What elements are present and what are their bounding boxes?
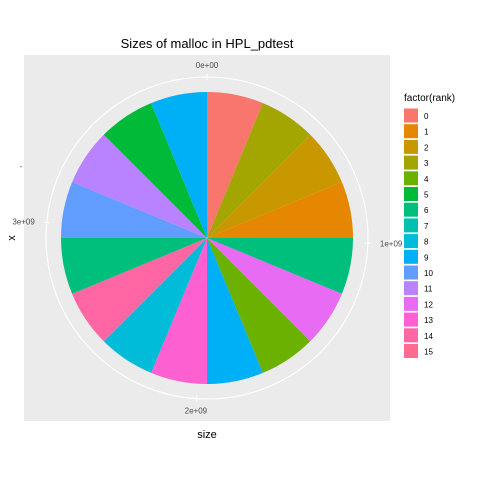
pie-slice bbox=[72, 238, 207, 342]
legend-label: 6 bbox=[424, 206, 429, 215]
angular-tick-label: 2e+09 bbox=[185, 407, 208, 416]
angular-tick-labels: 0e+00 1e+09 2e+09 3e+09 bbox=[12, 61, 403, 416]
legend-label: 5 bbox=[424, 191, 429, 200]
legend-key bbox=[404, 281, 418, 296]
legend-label: 0 bbox=[424, 112, 429, 121]
pie-slice bbox=[103, 238, 207, 373]
legend-key bbox=[404, 171, 418, 186]
y-axis-title: x bbox=[6, 235, 18, 241]
legend-label: 4 bbox=[424, 175, 429, 184]
legend-label: 7 bbox=[424, 222, 429, 231]
chart-title: Sizes of malloc in HPL_pdtest bbox=[121, 36, 294, 51]
pie-slice bbox=[207, 238, 311, 373]
pie-slice bbox=[207, 238, 342, 342]
angular-tick-label: 1e+09 bbox=[380, 240, 403, 249]
legend-key bbox=[404, 139, 418, 154]
legend-key bbox=[404, 249, 418, 264]
pie-slice bbox=[151, 91, 207, 238]
pie-slice bbox=[207, 182, 353, 238]
x-axis-title: size bbox=[197, 429, 217, 441]
legend-key bbox=[404, 124, 418, 139]
legend-key bbox=[404, 265, 418, 280]
pie-slice bbox=[207, 134, 342, 238]
legend-label: 11 bbox=[424, 285, 433, 294]
pie-slice bbox=[103, 103, 207, 238]
pie-slice bbox=[61, 238, 207, 294]
y-tick-label: - bbox=[20, 162, 23, 171]
legend-label: 12 bbox=[424, 300, 433, 309]
legend-key bbox=[404, 234, 418, 249]
legend-label: 14 bbox=[424, 332, 433, 341]
legend-label: 8 bbox=[424, 238, 429, 247]
legend-key bbox=[404, 108, 418, 123]
legend-title: factor(rank) bbox=[404, 93, 455, 104]
pie-slice bbox=[207, 238, 263, 384]
legend-label: 2 bbox=[424, 143, 429, 152]
pie-slice bbox=[61, 182, 207, 238]
legend-label: 1 bbox=[424, 128, 429, 137]
angular-tick-label: 0e+00 bbox=[196, 61, 219, 70]
polar-grid bbox=[43, 74, 371, 402]
pie-slice bbox=[72, 134, 207, 238]
pie-slice bbox=[207, 103, 311, 238]
angular-tick-label: 3e+09 bbox=[12, 217, 35, 226]
grid-tick bbox=[43, 221, 50, 224]
pie-slice bbox=[207, 238, 353, 294]
legend-label: 15 bbox=[424, 348, 433, 357]
legend-key bbox=[404, 344, 418, 358]
legend-label: 9 bbox=[424, 253, 429, 262]
legend-key bbox=[404, 312, 418, 327]
legend-key bbox=[404, 218, 418, 233]
pie-slice bbox=[151, 238, 207, 384]
legend-key bbox=[404, 296, 418, 311]
legend-label: 10 bbox=[424, 269, 433, 278]
pie-slice bbox=[207, 91, 263, 238]
pie-slices bbox=[61, 91, 353, 384]
legend-key bbox=[404, 202, 418, 217]
legend-label: 3 bbox=[424, 159, 429, 168]
legend-key bbox=[404, 155, 418, 170]
legend-key bbox=[404, 328, 418, 343]
legend-key bbox=[404, 187, 418, 201]
legend-label: 13 bbox=[424, 316, 433, 325]
